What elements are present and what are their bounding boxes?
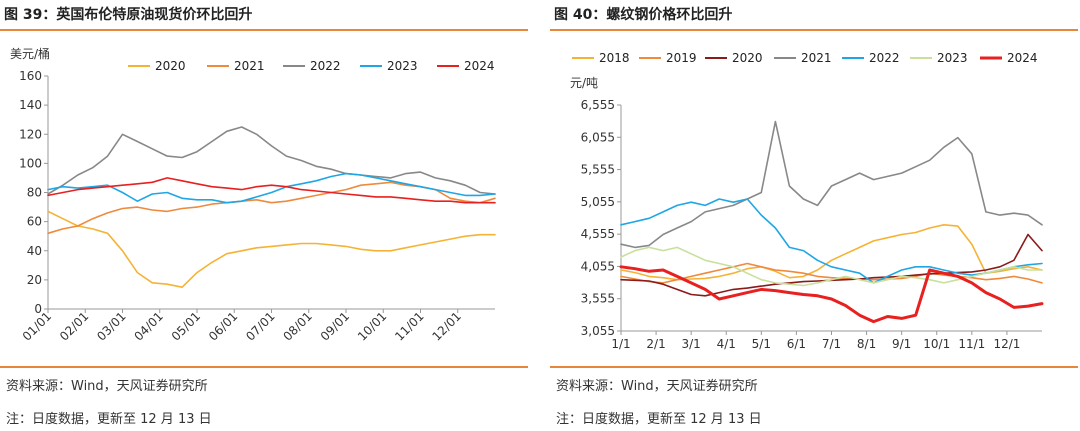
x-tick-label: 09/01	[318, 309, 352, 343]
chart-title: 图 39：英国布伦特原油现货价环比回升	[4, 7, 253, 23]
legend-label-2022: 2022	[310, 59, 341, 73]
x-tick-label: 9/1	[892, 337, 911, 351]
x-tick-label: 12/01	[430, 309, 464, 343]
legend-label-2020: 2020	[732, 51, 763, 65]
x-tick-label: 10/1	[923, 337, 950, 351]
legend-label-2023: 2023	[937, 51, 968, 65]
y-tick-label: 5,055	[581, 195, 615, 209]
y-tick-label: 6,055	[581, 130, 615, 144]
x-tick-label: 6/1	[787, 337, 806, 351]
x-tick-label: 05/01	[169, 309, 203, 343]
legend-label-2018: 2018	[599, 51, 630, 65]
y-tick-label: 6,555	[581, 98, 615, 112]
y-tick-label: 4,055	[581, 259, 615, 273]
series-line-2020	[47, 210, 496, 288]
x-tick-label: 12/1	[993, 337, 1020, 351]
series-line-2021	[47, 181, 496, 235]
footnote: 注：日度数据，更新至 12 月 13 日	[556, 412, 762, 427]
x-tick-label: 11/1	[958, 337, 985, 351]
y-tick-label: 5,555	[581, 163, 615, 177]
series-line-2023	[47, 172, 496, 204]
y-tick-label: 160	[19, 69, 42, 83]
y-tick-label: 80	[27, 186, 42, 200]
x-tick-label: 8/1	[857, 337, 876, 351]
legend-label-2024: 2024	[1007, 51, 1038, 65]
footer-rule	[550, 366, 1078, 368]
chart-title: 图 40：螺纹钢价格环比回升	[554, 7, 733, 23]
x-tick-label: 07/01	[243, 309, 277, 343]
x-tick-label: 06/01	[206, 309, 240, 343]
series-line-2018	[620, 224, 1043, 281]
legend-label-2022: 2022	[869, 51, 900, 65]
series-line-2019	[620, 262, 1043, 284]
y-tick-label: 140	[19, 98, 42, 112]
series-line-2022	[620, 198, 1043, 284]
x-tick-label: 08/01	[281, 309, 315, 343]
x-tick-label: 10/01	[355, 309, 389, 343]
series-line-2023	[620, 246, 1043, 287]
series-line-2021	[620, 120, 1043, 249]
y-tick-label: 20	[27, 273, 42, 287]
y-tick-label: 3,055	[581, 324, 615, 338]
source-note: 资料来源：Wind，天风证券研究所	[6, 379, 208, 394]
source-note: 资料来源：Wind，天风证券研究所	[556, 379, 758, 394]
legend-label-2023: 2023	[387, 59, 418, 73]
y-tick-label: 40	[27, 244, 42, 258]
rebar-line-chart: 元/吨 3,055 3,555 4,055 4,555 5,055 5,555 6,055 6,…	[570, 51, 1044, 351]
x-tick-label: 02/01	[57, 309, 91, 343]
y-tick-label: 4,555	[581, 227, 615, 241]
x-tick-label: 1/1	[611, 337, 630, 351]
x-tick-label: 7/1	[822, 337, 841, 351]
legend-label-2021: 2021	[234, 59, 265, 73]
title-rule	[550, 29, 1078, 31]
legend-label-2021: 2021	[801, 51, 832, 65]
legend-label-2024: 2024	[464, 59, 495, 73]
series-line-2022	[47, 126, 496, 195]
legend-label-2020: 2020	[155, 59, 186, 73]
x-tick-label: 4/1	[717, 337, 736, 351]
x-tick-label: 03/01	[94, 309, 128, 343]
x-tick-label: 5/1	[752, 337, 771, 351]
series-line-2024	[47, 177, 496, 204]
x-tick-label: 2/1	[646, 337, 665, 351]
title-rule	[0, 29, 528, 31]
x-tick-label: 04/01	[132, 309, 166, 343]
y-tick-label: 60	[27, 215, 42, 229]
y-tick-label: 120	[19, 127, 42, 141]
x-tick-label: 11/01	[392, 309, 426, 343]
y-unit-label: 美元/桶	[10, 46, 50, 61]
y-tick-label: 3,555	[581, 292, 615, 306]
y-tick-label: 100	[19, 156, 42, 170]
y-tick-label: 0	[34, 302, 42, 316]
series-line-2024	[619, 265, 1044, 324]
x-tick-label: 3/1	[682, 337, 701, 351]
footnote: 注：日度数据，更新至 12 月 13 日	[6, 412, 212, 427]
y-unit-label: 元/吨	[570, 76, 598, 90]
legend-label-2019: 2019	[666, 51, 697, 65]
footer-rule	[0, 366, 528, 368]
